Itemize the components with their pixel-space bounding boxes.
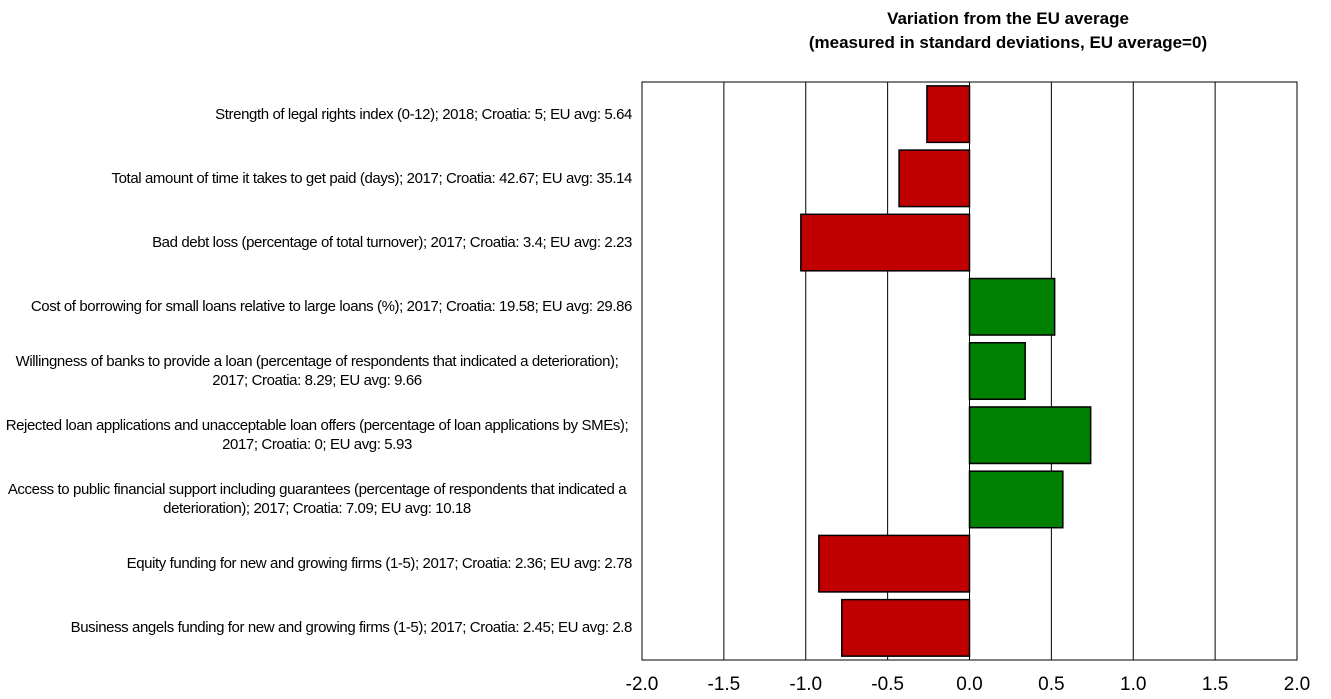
category-label-box: Business angels funding for new and grow… <box>2 596 633 660</box>
category-label-box: Rejected loan applications and unaccepta… <box>2 403 632 467</box>
bar <box>800 213 971 272</box>
bar <box>968 406 1092 465</box>
bar <box>898 149 971 208</box>
category-label: Willingness of banks to provide a loan (… <box>15 352 619 389</box>
category-label-box: Bad debt loss (percentage of total turno… <box>2 210 632 274</box>
category-label: Rejected loan applications and unaccepta… <box>5 417 629 454</box>
x-tick-label: 2.0 <box>1284 674 1310 695</box>
x-tick-label: 1.5 <box>1202 674 1228 695</box>
category-label: Business angels funding for new and grow… <box>70 619 633 637</box>
x-tick-label: -0.5 <box>871 674 904 695</box>
x-tick-label: 0.5 <box>1038 674 1064 695</box>
bar <box>926 85 971 144</box>
category-label: Total amount of time it takes to get pai… <box>111 169 633 187</box>
bar <box>841 598 971 657</box>
bar <box>818 534 971 593</box>
bar <box>968 277 1056 336</box>
x-tick-label: -2.0 <box>626 674 659 695</box>
category-label: Bad debt loss (percentage of total turno… <box>152 234 632 252</box>
x-tick-label: -1.5 <box>708 674 741 695</box>
category-label-box: Willingness of banks to provide a loan (… <box>2 339 632 403</box>
category-label: Cost of borrowing for small loans relati… <box>30 298 633 316</box>
category-label-box: Equity funding for new and growing firms… <box>2 532 633 596</box>
chart-subtitle: (measured in standard deviations, EU ave… <box>809 33 1207 52</box>
chart-title: Variation from the EU average <box>887 9 1129 28</box>
category-label-box: Access to public financial support inclu… <box>2 467 632 531</box>
category-label-box: Strength of legal rights index (0-12); 2… <box>2 82 632 146</box>
category-label: Strength of legal rights index (0-12); 2… <box>215 105 632 123</box>
category-label: Access to public financial support inclu… <box>7 481 627 518</box>
category-label-box: Cost of borrowing for small loans relati… <box>2 275 633 339</box>
bar <box>968 470 1064 529</box>
x-tick-label: 0.0 <box>956 674 982 695</box>
category-label: Equity funding for new and growing firms… <box>126 555 633 573</box>
x-tick-label: -1.0 <box>789 674 822 695</box>
category-label-box: Total amount of time it takes to get pai… <box>2 146 633 210</box>
bar <box>968 341 1026 401</box>
x-tick-label: 1.0 <box>1120 674 1146 695</box>
